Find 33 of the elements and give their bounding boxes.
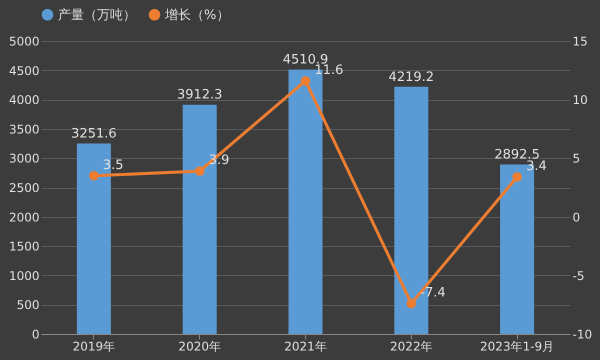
x-tick-label: 2023年1-9月	[480, 340, 554, 354]
data-label: 3.4	[526, 158, 547, 174]
y-tick-label: 500	[16, 298, 40, 312]
y-tick-label: 2500	[8, 181, 40, 195]
point	[512, 172, 522, 182]
y-tick-label: 1000	[8, 268, 40, 283]
data-label: 4219.2	[388, 70, 434, 85]
point	[300, 76, 310, 86]
y2-tick-label: 5	[572, 152, 580, 166]
point	[194, 166, 204, 176]
legend-label: 产量（万吨）	[58, 8, 136, 23]
y2-tick-label: 10	[572, 93, 588, 108]
y-tick-label: 4500	[8, 64, 40, 78]
y-tick-label: 4000	[8, 93, 40, 108]
y-tick-label: 3000	[8, 152, 40, 166]
y2-tick-label: -5	[572, 268, 584, 283]
x-tick-label: 2019年	[72, 340, 116, 354]
y-tick-label: 5000	[8, 34, 40, 48]
point	[406, 298, 416, 308]
y-tick-label: 3500	[8, 122, 40, 136]
y-tick-label: 1500	[8, 240, 40, 254]
y2-tick-label: -10	[572, 328, 592, 342]
legend-label: 增长（%）	[164, 8, 230, 23]
y-tick-label: 2000	[8, 210, 40, 224]
y2-tick-label: 15	[572, 34, 588, 48]
data-label: 3912.3	[176, 88, 222, 103]
data-label: 3251.6	[71, 126, 117, 142]
point	[89, 171, 99, 181]
y-tick-label: 0	[32, 328, 40, 342]
x-tick-label: 2020年	[178, 340, 221, 354]
y2-tick-label: 0	[572, 210, 580, 224]
x-tick-label: 2021年	[284, 340, 327, 354]
x-tick-label: 2022年	[390, 340, 433, 354]
